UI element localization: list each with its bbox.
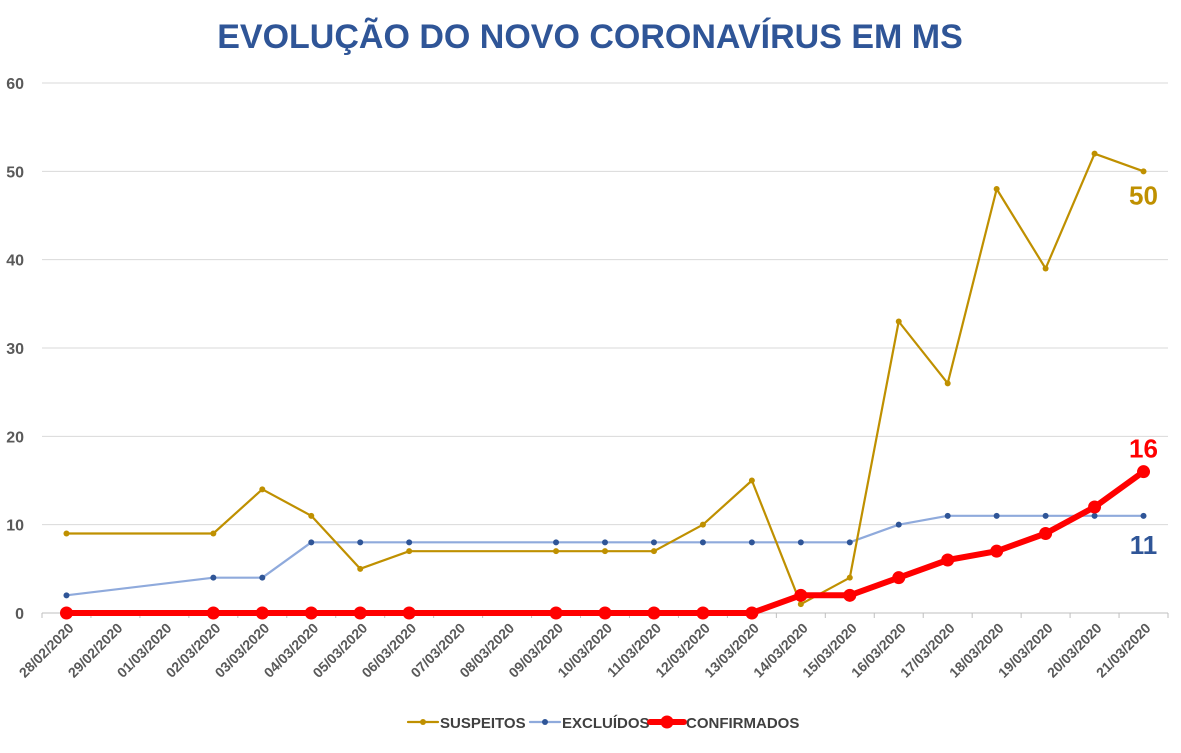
x-axis-ticks: 28/02/202029/02/202001/03/202002/03/2020… <box>16 620 1154 681</box>
data-point <box>1140 168 1147 175</box>
y-tick-label: 10 <box>6 518 24 535</box>
series-group <box>59 150 1151 620</box>
data-point <box>308 512 315 519</box>
data-point <box>304 606 318 620</box>
data-point <box>63 530 70 537</box>
data-point <box>1091 512 1098 519</box>
data-point <box>650 548 657 555</box>
series-confirmados <box>59 465 1151 620</box>
data-point <box>699 521 706 528</box>
data-point <box>1137 465 1151 479</box>
data-point <box>63 592 70 599</box>
legend-item: EXCLUÍDOS <box>528 715 650 732</box>
end-labels: 50 11 16 <box>1129 180 1158 560</box>
data-point <box>206 606 220 620</box>
y-tick-label: 0 <box>15 606 24 623</box>
data-point <box>1140 512 1147 519</box>
data-point <box>402 606 416 620</box>
y-tick-label: 50 <box>6 164 24 181</box>
legend-label: SUSPEITOS <box>440 715 526 732</box>
y-tick-label: 60 <box>6 76 24 93</box>
data-point <box>895 318 902 325</box>
data-point <box>794 588 808 602</box>
y-tick-label: 40 <box>6 253 24 270</box>
data-point <box>353 606 367 620</box>
legend-item: SUSPEITOS <box>406 715 526 732</box>
data-point <box>357 565 364 572</box>
data-point <box>308 539 315 546</box>
series-excluídos <box>63 512 1147 599</box>
data-point <box>647 606 661 620</box>
end-value-label: 16 <box>1129 434 1158 464</box>
series-line <box>65 152 1145 606</box>
data-point <box>598 606 612 620</box>
data-point <box>895 521 902 528</box>
data-point <box>1042 265 1049 272</box>
data-point <box>797 539 804 546</box>
data-point <box>1091 150 1098 157</box>
data-point <box>59 606 73 620</box>
data-point <box>941 553 955 567</box>
legend-label: CONFIRMADOS <box>686 715 799 732</box>
data-point <box>406 548 413 555</box>
data-point <box>843 588 857 602</box>
legend-label: EXCLUÍDOS <box>562 715 650 732</box>
y-axis-ticks: 0 10 20 30 40 50 60 <box>6 76 24 623</box>
data-point <box>259 574 266 581</box>
data-point <box>357 539 364 546</box>
data-point <box>553 548 560 555</box>
end-value-label: 11 <box>1130 530 1158 560</box>
data-point <box>745 606 759 620</box>
data-point <box>748 477 755 484</box>
data-point <box>748 539 755 546</box>
data-point <box>1042 512 1049 519</box>
data-point <box>696 606 710 620</box>
data-point <box>210 574 217 581</box>
data-point <box>797 601 804 608</box>
legend-item: CONFIRMADOS <box>647 715 799 732</box>
y-tick-label: 20 <box>6 429 24 446</box>
legend-swatch-marker <box>660 715 674 729</box>
data-point <box>406 539 413 546</box>
data-point <box>259 486 266 493</box>
data-point <box>993 186 1000 192</box>
data-point <box>993 512 1000 519</box>
data-point <box>1039 527 1053 540</box>
end-value-label: 50 <box>1129 180 1158 210</box>
data-point <box>549 606 563 620</box>
data-point <box>1088 500 1102 514</box>
data-point <box>846 574 853 581</box>
legend-swatch-marker <box>420 719 426 725</box>
grid <box>41 82 1169 618</box>
y-tick-label: 30 <box>6 341 24 358</box>
data-point <box>210 530 217 537</box>
legend-swatch-marker <box>542 719 548 725</box>
data-point <box>944 512 951 519</box>
data-point <box>699 539 706 546</box>
data-point <box>944 380 951 387</box>
data-point <box>602 539 608 546</box>
data-point <box>846 539 853 546</box>
data-point <box>553 539 560 546</box>
chart-title: EVOLUÇÃO DO NOVO CORONAVÍRUS EM MS <box>217 18 963 56</box>
series-suspeitos <box>63 150 1147 608</box>
data-point <box>602 548 608 555</box>
data-point <box>990 544 1004 558</box>
data-point <box>255 606 269 620</box>
legend: SUSPEITOS EXCLUÍDOS CONFIRMADOS <box>406 715 799 732</box>
data-point <box>650 539 657 546</box>
data-point <box>892 571 906 585</box>
